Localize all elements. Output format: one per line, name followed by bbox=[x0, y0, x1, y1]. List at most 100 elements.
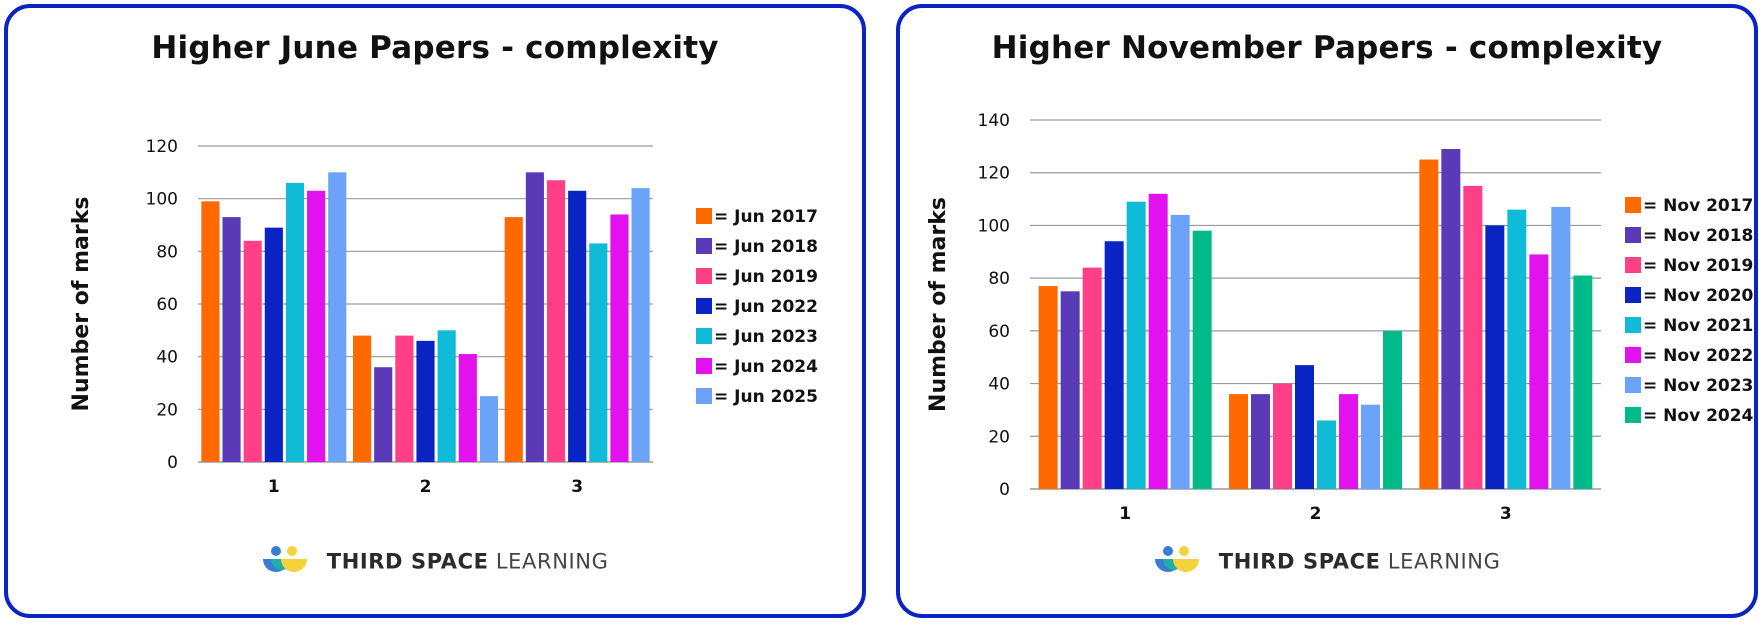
legend-label: = Jun 2022 bbox=[714, 297, 818, 317]
y-tick-label: 40 bbox=[156, 348, 178, 368]
y-axis-label: Number of marks bbox=[926, 197, 951, 412]
brand-footer: THIRD SPACE LEARNING bbox=[8, 545, 862, 580]
bar bbox=[1551, 206, 1571, 489]
bar bbox=[285, 182, 305, 462]
legend-label: = Nov 2017 bbox=[1643, 196, 1753, 216]
third-space-logo-icon bbox=[1153, 545, 1201, 580]
bar bbox=[610, 214, 629, 462]
y-tick-label: 20 bbox=[988, 427, 1010, 447]
legend-label: = Nov 2021 bbox=[1643, 316, 1753, 336]
legend-label: = Jun 2023 bbox=[714, 327, 818, 347]
y-tick-label: 80 bbox=[988, 269, 1010, 289]
legend-swatch bbox=[1625, 347, 1641, 363]
bar bbox=[243, 240, 262, 462]
legend-label: = Jun 2017 bbox=[714, 207, 818, 227]
bar bbox=[395, 335, 414, 462]
november-bar-chart: 0 20 40 60 80 100 120 140 Number of marks 1 2 3 = No… bbox=[926, 111, 1754, 524]
bar bbox=[504, 217, 523, 462]
legend-swatch bbox=[1625, 407, 1641, 423]
bar bbox=[458, 354, 477, 462]
bar bbox=[1170, 214, 1190, 489]
legend-swatch bbox=[1625, 197, 1641, 213]
bar bbox=[1060, 291, 1080, 489]
bar bbox=[546, 180, 566, 462]
bar bbox=[307, 190, 326, 462]
y-tick-label: 0 bbox=[999, 480, 1010, 500]
legend-swatch bbox=[696, 388, 712, 404]
legend-label: = Jun 2024 bbox=[714, 357, 818, 377]
bar bbox=[1441, 148, 1461, 489]
legend-label: = Nov 2018 bbox=[1643, 226, 1753, 246]
y-tick-label: 140 bbox=[978, 111, 1010, 131]
y-tick-label: 100 bbox=[978, 216, 1010, 236]
bar bbox=[1104, 241, 1124, 489]
bar bbox=[1529, 254, 1549, 489]
legend-label: = Jun 2025 bbox=[714, 387, 818, 407]
legend-swatch bbox=[696, 298, 712, 314]
legend-swatch bbox=[1625, 287, 1641, 303]
november-chart-panel: Higher November Papers - complexity 0 20 4… bbox=[896, 4, 1758, 618]
bar bbox=[589, 243, 608, 462]
y-tick-label: 40 bbox=[988, 375, 1010, 395]
bar bbox=[479, 396, 498, 462]
bar bbox=[1038, 286, 1058, 489]
bar bbox=[1317, 420, 1336, 489]
legend-swatch bbox=[696, 358, 712, 374]
bar bbox=[353, 335, 372, 462]
chart-title: Higher November Papers - complexity bbox=[991, 30, 1663, 66]
bar bbox=[1229, 394, 1248, 489]
bar bbox=[1082, 267, 1102, 489]
brand-name-light: LEARNING bbox=[1387, 549, 1501, 574]
legend-swatch bbox=[1625, 257, 1641, 273]
bar bbox=[416, 340, 435, 462]
legend-swatch bbox=[696, 208, 712, 224]
bar bbox=[1573, 275, 1593, 489]
legend-label: = Nov 2020 bbox=[1643, 286, 1754, 306]
brand-footer: THIRD SPACE LEARNING bbox=[900, 545, 1754, 580]
y-tick-label: 80 bbox=[156, 242, 178, 262]
legend-label: = Nov 2022 bbox=[1643, 346, 1753, 366]
bar bbox=[437, 330, 456, 462]
y-tick-label: 20 bbox=[156, 400, 178, 420]
legend-swatch bbox=[696, 268, 712, 284]
bar bbox=[1192, 230, 1212, 489]
y-tick-label: 60 bbox=[988, 322, 1010, 342]
brand-name-light: LEARNING bbox=[495, 549, 609, 574]
bar bbox=[1463, 185, 1483, 489]
bar bbox=[1273, 383, 1292, 489]
third-space-logo-icon bbox=[261, 545, 309, 580]
y-tick-label: 100 bbox=[146, 190, 178, 210]
legend-label: = Nov 2023 bbox=[1643, 376, 1753, 396]
bar bbox=[1295, 365, 1314, 489]
bar bbox=[1383, 330, 1402, 489]
bar bbox=[1251, 394, 1270, 489]
legend-label: = Nov 2019 bbox=[1643, 256, 1753, 276]
legend-swatch bbox=[1625, 227, 1641, 243]
brand-name-bold: THIRD SPACE bbox=[1218, 549, 1381, 574]
bar bbox=[1148, 193, 1168, 490]
x-category-label: 3 bbox=[1500, 504, 1512, 524]
y-tick-label: 0 bbox=[167, 453, 178, 473]
y-tick-label: 120 bbox=[146, 137, 178, 157]
bar bbox=[201, 201, 220, 463]
legend-swatch bbox=[1625, 317, 1641, 333]
legend-swatch bbox=[696, 328, 712, 344]
x-category-label: 3 bbox=[571, 477, 583, 497]
x-category-label: 1 bbox=[1119, 504, 1131, 524]
bar bbox=[1126, 201, 1146, 489]
bar bbox=[374, 367, 393, 462]
bar bbox=[525, 172, 544, 463]
june-bar-chart: 0 20 40 60 80 100 120 Number of marks 1 2 3 = Jun 2… bbox=[69, 137, 818, 497]
bar bbox=[631, 188, 650, 462]
bar bbox=[1507, 209, 1527, 489]
chart-title: Higher June Papers - complexity bbox=[151, 30, 719, 66]
bar bbox=[1485, 225, 1505, 489]
x-category-label: 2 bbox=[420, 477, 432, 497]
june-chart-panel: Higher June Papers - complexity 0 20 40 60 8… bbox=[4, 4, 866, 618]
bar bbox=[1419, 159, 1439, 490]
legend-swatch bbox=[696, 238, 712, 254]
x-category-label: 2 bbox=[1310, 504, 1322, 524]
legend-label: = Jun 2018 bbox=[714, 237, 818, 257]
bar bbox=[264, 227, 283, 462]
legend-label: = Jun 2019 bbox=[714, 267, 818, 287]
